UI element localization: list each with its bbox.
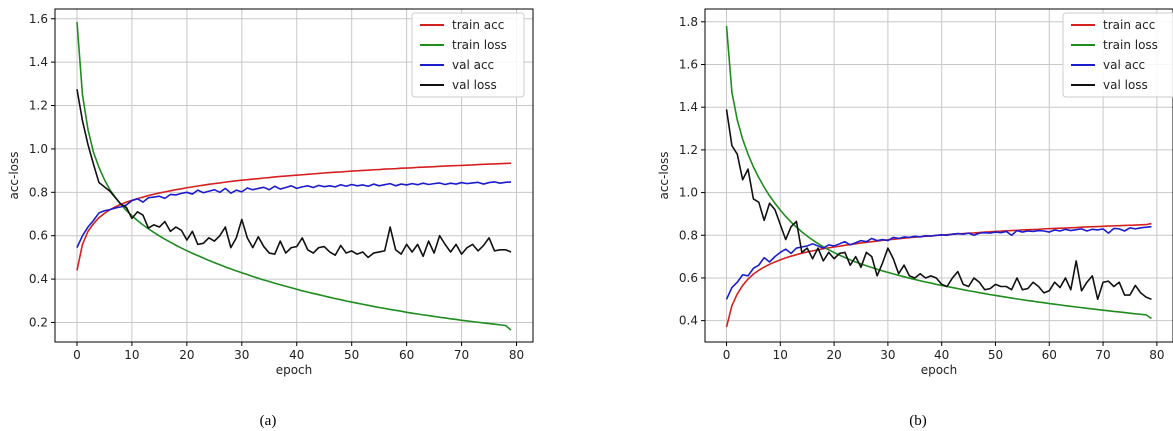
chart-a: 0 10 20 30 40 50 60 70 80 0.2 0.4 0.6 0.8 1.0 1.2 1.4 1.…: [7, 8, 534, 429]
x-tick-label: 50: [344, 348, 359, 362]
x-axis-label: epoch: [276, 363, 313, 377]
chart-b: 0 10 20 30 40 50 60 70 80 0.4 0.6 0.8 1.0 1.2 1.4 1.6 1.…: [657, 8, 1173, 429]
legend-label: train acc: [452, 18, 504, 32]
x-tick-label: 40: [289, 348, 304, 362]
x-tick-label: 10: [124, 348, 139, 362]
y-tick-label: 0.8: [29, 185, 48, 199]
plot-frame: [704, 8, 1173, 343]
legend: train acc train loss val acc val loss: [1062, 12, 1173, 98]
x-tick-label: 20: [826, 348, 841, 362]
x-tick-label: 40: [934, 348, 949, 362]
y-tick-label: 0.4: [29, 272, 48, 286]
y-tick-label: 0.2: [29, 315, 48, 329]
y-tick-label: 0.6: [29, 229, 48, 243]
series-line-val-acc: [725, 225, 1152, 300]
y-tick-label: 1.4: [29, 55, 48, 69]
series-line-val-loss: [725, 109, 1152, 301]
y-tick-label: 1.6: [29, 12, 48, 26]
chart-caption: (b): [909, 413, 927, 429]
legend-label: train loss: [452, 38, 507, 52]
x-tick-label: 10: [773, 348, 788, 362]
x-tick-label: 30: [234, 348, 249, 362]
plot-frame: [54, 8, 534, 343]
x-axis-label: epoch: [921, 363, 958, 377]
y-tick-label: 0.8: [679, 228, 698, 242]
y-tick-label: 1.2: [29, 99, 48, 113]
chart-caption: (a): [260, 413, 277, 429]
legend-label: val loss: [1103, 78, 1148, 92]
y-tick-label: 1.2: [679, 143, 698, 157]
y-tick-label: 0.4: [679, 314, 698, 328]
x-tick-label: 60: [399, 348, 414, 362]
y-axis-label: acc-loss: [657, 151, 671, 199]
legend-label: train acc: [1103, 18, 1155, 32]
y-tick-label: 0.6: [679, 271, 698, 285]
x-tick-label: 0: [73, 348, 81, 362]
y-tick-label: 1.4: [679, 100, 698, 114]
legend-label: train loss: [1103, 38, 1158, 52]
y-axis-label: acc-loss: [7, 151, 21, 199]
legend-box: [1062, 12, 1173, 98]
legend-label: val loss: [452, 78, 497, 92]
x-tick-label: 60: [1042, 348, 1057, 362]
series-line-train-acc: [76, 162, 512, 271]
x-tick-label: 0: [723, 348, 731, 362]
legend-box: [411, 12, 525, 98]
legend: train acc train loss val acc val loss: [411, 12, 525, 98]
x-tick-label: 70: [1095, 348, 1110, 362]
legend-label: val acc: [1103, 58, 1145, 72]
x-tick-label: 50: [988, 348, 1003, 362]
x-tick-label: 20: [179, 348, 194, 362]
x-tick-label: 30: [880, 348, 895, 362]
x-tick-label: 80: [1149, 348, 1164, 362]
series-line-val-loss: [76, 89, 512, 259]
x-tick-label: 80: [509, 348, 524, 362]
y-tick-label: 1.0: [679, 186, 698, 200]
series-line-train-acc: [725, 222, 1152, 328]
series-line-val-acc: [76, 181, 512, 248]
series-line-train-loss: [76, 21, 512, 331]
x-tick-label: 70: [454, 348, 469, 362]
y-tick-label: 1.0: [29, 142, 48, 156]
legend-label: val acc: [452, 58, 494, 72]
y-tick-label: 1.8: [679, 15, 698, 29]
y-tick-label: 1.6: [679, 58, 698, 72]
